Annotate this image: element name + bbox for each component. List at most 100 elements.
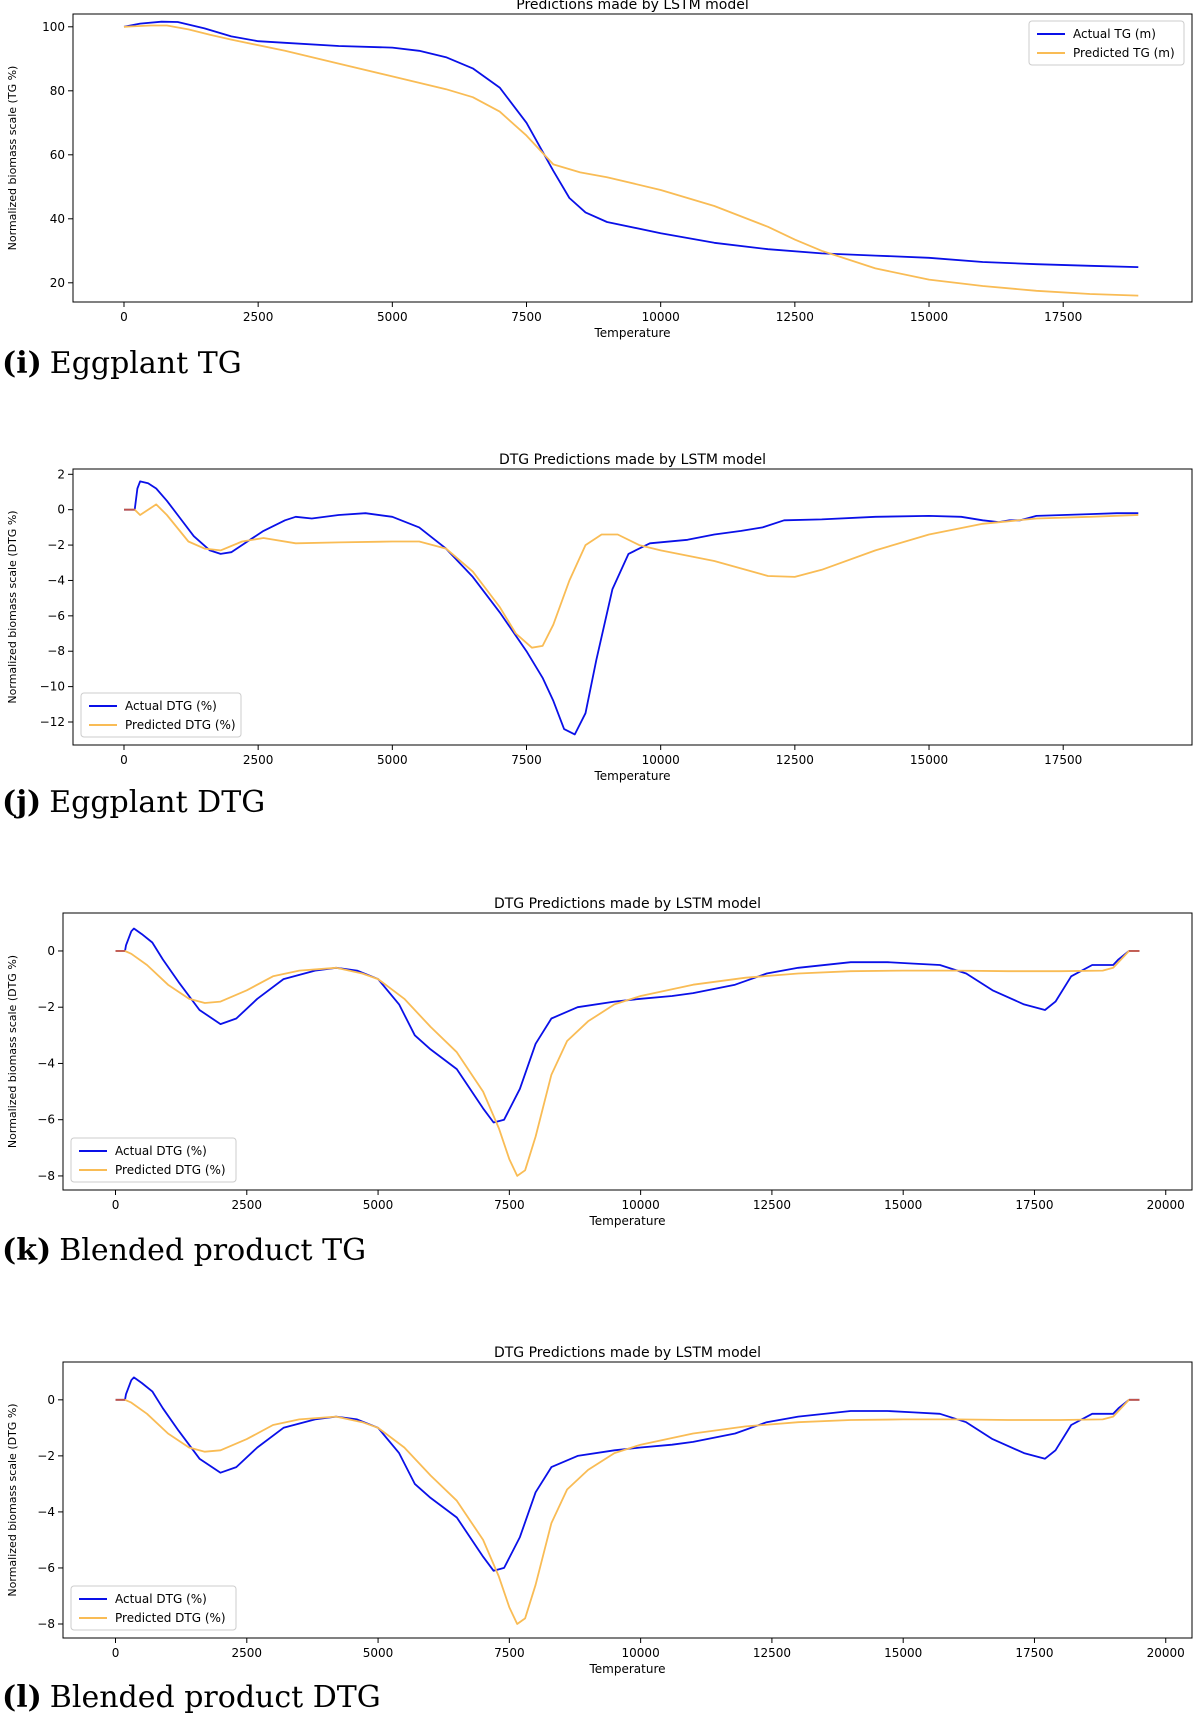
x-tick-label: 7500 [511,753,542,767]
series-line-predicted [123,24,1139,297]
x-tick-label: 20000 [1147,1198,1185,1212]
y-tick-label: −2 [37,1449,55,1463]
legend-box [70,1137,237,1183]
x-tick-label: 17500 [1015,1198,1053,1212]
x-axis-label: Temperature [593,769,670,783]
x-tick-label: 15000 [910,310,948,324]
caption-text: Eggplant TG [49,346,242,381]
y-axis-label: Normalized biomass scale (TG %) [6,66,19,251]
x-tick-label: 17500 [1044,753,1082,767]
x-tick-label: 12500 [753,1646,791,1660]
x-tick-label: 10000 [622,1646,660,1660]
series-line-predicted [124,503,1139,649]
x-tick-label: 7500 [494,1646,525,1660]
x-tick-label: 2500 [243,753,274,767]
caption-letter: (l) [2,1680,42,1715]
y-tick-label: 20 [50,276,65,290]
y-tick-label: −10 [40,680,65,694]
x-tick-label: 2500 [232,1646,263,1660]
caption-text: Blended product DTG [49,1680,381,1715]
legend: Actual DTG (%) Predicted DTG (%) [70,1137,237,1183]
caption-letter: (k) [2,1233,52,1268]
legend: Actual DTG (%) Predicted DTG (%) [80,692,242,738]
legend-label: Predicted DTG (%) [115,1611,226,1625]
y-tick-label: −6 [37,1113,55,1127]
x-tick-label: 10000 [642,310,680,324]
x-tick-label: 17500 [1015,1646,1053,1660]
x-tick-label: 2500 [243,310,274,324]
series-line-actual [123,20,1139,268]
legend-label: Actual TG (m) [1073,27,1156,41]
y-tick-label: −8 [37,1169,55,1183]
x-tick-label: 0 [120,310,128,324]
caption-text: Eggplant DTG [49,785,266,820]
x-tick-label: 0 [112,1198,120,1212]
x-tick-label: 10000 [622,1198,660,1212]
y-tick-label: −4 [37,1056,55,1070]
y-tick-label: 0 [57,503,65,517]
caption-blended-dtg: (l) Blended product DTG [2,1680,381,1715]
legend-label: Predicted TG (m) [1073,46,1175,60]
caption-text: Blended product TG [59,1233,367,1268]
x-tick-label: 15000 [910,753,948,767]
series-line-actual [124,480,1139,736]
y-tick-label: −12 [40,715,65,729]
series-line-actual [115,1376,1140,1572]
y-tick-label: 100 [42,20,65,34]
series-line-predicted [115,950,1140,1177]
x-tick-label: 7500 [511,310,542,324]
y-tick-label: 2 [57,467,65,481]
chart-title: Predictions made by LSTM model [516,0,748,13]
y-tick-label: 0 [47,944,55,958]
chart-title: DTG Predictions made by LSTM model [499,452,766,468]
x-tick-label: 20000 [1147,1646,1185,1660]
x-tick-label: 2500 [232,1198,263,1212]
y-tick-label: −2 [37,1000,55,1014]
plot-frame [72,13,1193,303]
x-tick-label: 12500 [753,1198,791,1212]
x-axis-label: Temperature [588,1662,665,1676]
legend-label: Actual DTG (%) [115,1144,207,1158]
caption-eggplant-dtg: (j) Eggplant DTG [2,785,265,820]
series-line-predicted [115,1398,1140,1625]
legend-label: Predicted DTG (%) [115,1163,226,1177]
x-tick-label: 0 [112,1646,120,1660]
x-tick-label: 15000 [884,1198,922,1212]
y-tick-label: 80 [50,84,65,98]
plot-frame [72,468,1193,746]
caption-eggplant-tg: (i) Eggplant TG [2,346,242,381]
legend-box [1028,20,1185,66]
chart-eggplant-dtg: DTG Predictions made by LSTM model 0 2500 5… [6,452,1193,783]
legend: Actual DTG (%) Predicted DTG (%) [70,1585,237,1631]
x-tick-label: 17500 [1044,310,1082,324]
x-tick-label: 15000 [884,1646,922,1660]
y-axis-label: Normalized biomass scale (DTG %) [6,1403,19,1596]
y-tick-label: −4 [47,573,65,587]
x-tick-label: 12500 [776,753,814,767]
series-line-actual [115,927,1140,1124]
x-tick-label: 5000 [377,753,408,767]
legend-box [70,1585,237,1631]
x-axis-label: Temperature [588,1214,665,1228]
x-tick-label: 5000 [363,1198,394,1212]
legend-label: Actual DTG (%) [125,699,217,713]
y-tick-label: −6 [47,609,65,623]
caption-letter: (j) [2,785,42,820]
x-tick-label: 5000 [377,310,408,324]
y-tick-label: −6 [37,1561,55,1575]
y-axis-label: Normalized biomass scale (DTG %) [6,955,19,1148]
x-tick-label: 7500 [494,1198,525,1212]
x-tick-label: 5000 [363,1646,394,1660]
x-tick-label: 12500 [776,310,814,324]
x-tick-label: 10000 [642,753,680,767]
legend-box [80,692,242,738]
plot-frame [62,1361,1193,1639]
y-tick-label: −8 [37,1617,55,1631]
x-axis-label: Temperature [593,326,670,340]
y-tick-label: −2 [47,538,65,552]
y-tick-label: 0 [47,1393,55,1407]
y-tick-label: −8 [47,644,65,658]
plot-frame [62,912,1193,1191]
chart-blended-dtg: DTG Predictions made by LSTM model 0 2500 5… [6,1345,1193,1676]
chart-blended-tg: DTG Predictions made by LSTM model 0 2500 5… [6,896,1193,1228]
